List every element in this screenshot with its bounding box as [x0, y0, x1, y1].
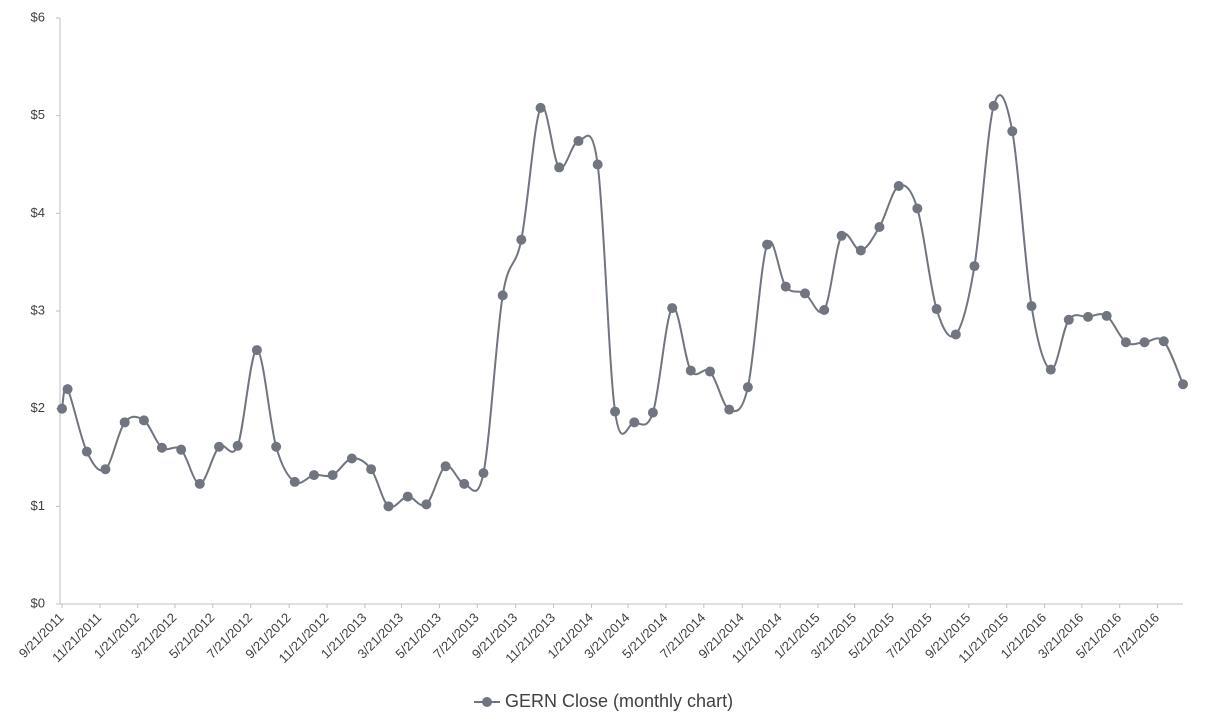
y-tick-label: $2	[31, 400, 45, 415]
point	[855, 245, 866, 256]
point	[705, 366, 716, 377]
point	[836, 230, 847, 241]
point	[535, 102, 546, 113]
point	[176, 444, 187, 455]
point	[478, 468, 489, 479]
point	[1063, 314, 1074, 325]
legend-label: GERN Close (monthly chart)	[505, 691, 733, 711]
point	[1158, 336, 1169, 347]
point	[667, 303, 678, 314]
point	[119, 417, 130, 428]
point	[647, 407, 658, 418]
point	[138, 415, 149, 426]
y-tick-label: $0	[31, 595, 45, 610]
point	[383, 501, 394, 512]
point	[62, 384, 73, 395]
point	[610, 406, 621, 417]
point	[1139, 337, 1150, 348]
point	[459, 478, 470, 489]
point	[1045, 364, 1056, 375]
point	[685, 365, 696, 376]
point	[931, 304, 942, 315]
point	[289, 476, 300, 487]
y-tick-label: $6	[31, 9, 45, 24]
point	[100, 464, 111, 475]
point	[629, 417, 640, 428]
point	[554, 162, 565, 173]
point	[742, 382, 753, 393]
y-tick-label: $1	[31, 498, 45, 513]
point	[874, 222, 885, 233]
point	[366, 464, 377, 475]
point	[309, 470, 320, 481]
point	[893, 180, 904, 191]
point	[950, 329, 961, 340]
point	[271, 441, 282, 452]
point	[1007, 126, 1018, 137]
point	[497, 290, 508, 301]
point	[573, 136, 584, 147]
point	[1120, 337, 1131, 348]
point	[81, 446, 92, 457]
point	[780, 281, 791, 292]
point	[346, 453, 357, 464]
point	[214, 441, 225, 452]
point	[724, 404, 735, 415]
y-tick-label: $4	[31, 205, 45, 220]
point	[912, 203, 923, 214]
point	[1178, 379, 1188, 390]
point	[592, 159, 603, 170]
point	[251, 345, 262, 356]
legend: GERN Close (monthly chart)	[474, 691, 733, 711]
point	[1101, 310, 1112, 321]
point	[421, 499, 432, 510]
point	[819, 305, 830, 316]
point	[440, 461, 451, 472]
point	[57, 403, 67, 414]
point	[194, 478, 205, 489]
point	[988, 100, 999, 111]
point	[232, 440, 243, 451]
point	[1026, 301, 1037, 312]
y-tick-label: $3	[31, 302, 45, 317]
point	[156, 442, 167, 453]
point	[516, 234, 527, 245]
point	[799, 288, 810, 299]
point	[402, 491, 413, 502]
point	[969, 261, 980, 272]
point	[327, 470, 338, 481]
point	[1083, 311, 1094, 322]
legend-marker	[482, 697, 492, 707]
y-tick-label: $5	[31, 107, 45, 122]
line	[61, 94, 1184, 509]
point	[762, 239, 773, 250]
